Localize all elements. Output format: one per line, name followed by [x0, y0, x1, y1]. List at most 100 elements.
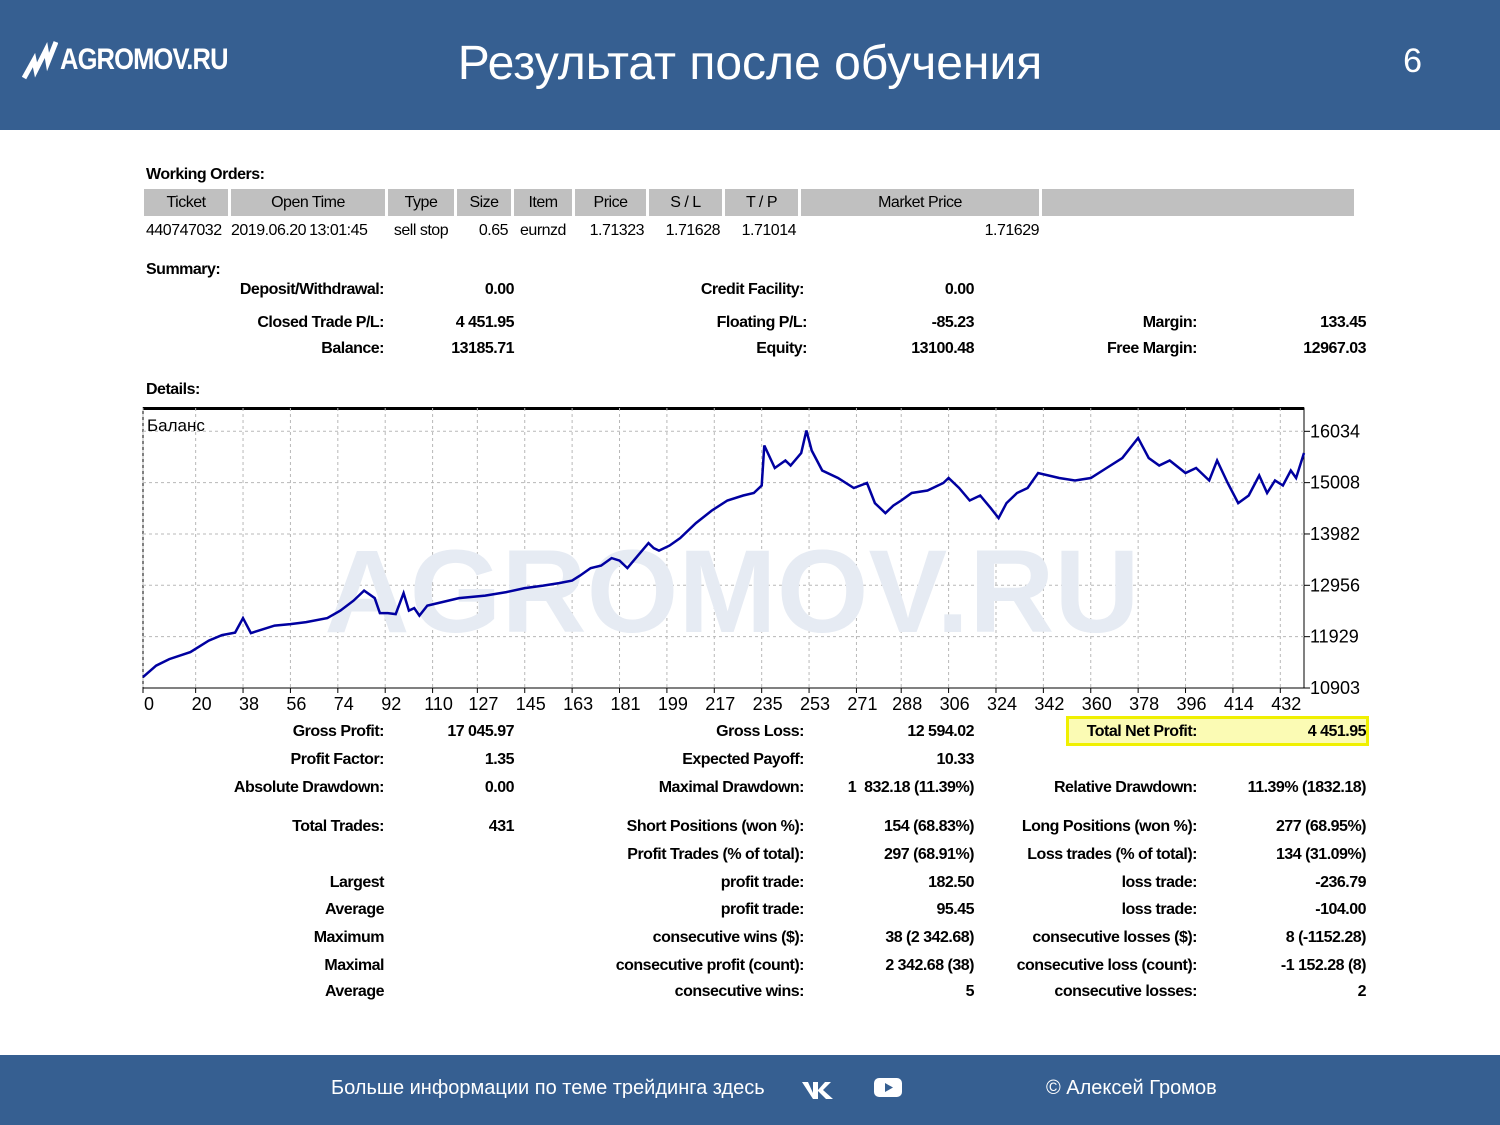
stats-right-value: -104.00 [1315, 901, 1366, 918]
loss-trades-label: Loss trades (% of total): [1027, 846, 1197, 863]
working-orders-table: Ticket Open Time Type Size Item Price S … [141, 189, 1357, 246]
chart-series-label: Баланс [147, 416, 205, 435]
col-open-time: Open Time [231, 189, 385, 216]
col-sl: S / L [649, 189, 722, 216]
stats-right-label: consecutive losses: [1054, 983, 1197, 1000]
vk-icon-svg [802, 1082, 833, 1099]
total-net-profit-label: Total Net Profit: [1086, 723, 1198, 740]
gross-loss-value: 12 594.02 [907, 723, 974, 740]
x-tick-label: 92 [381, 694, 401, 714]
x-tick-label: 432 [1271, 694, 1301, 714]
long-positions-value: 277 (68.95%) [1275, 818, 1367, 835]
stats-left-label: Largest [329, 874, 385, 891]
details-heading: Details: [146, 381, 200, 398]
stats-left-label: Maximum [313, 929, 385, 946]
y-tick-label: 12956 [1310, 575, 1360, 595]
margin-label: Margin: [1142, 314, 1198, 331]
relative-drawdown-label: Relative Drawdown: [1053, 779, 1198, 796]
gross-profit-value: 17 045.97 [447, 723, 514, 740]
stats-mid-label: profit trade: [720, 901, 805, 918]
stats-right-label: consecutive losses ($): [1032, 929, 1197, 946]
loss-trades-value: 134 (31.09%) [1275, 846, 1367, 863]
col-market-price: Market Price [801, 189, 1039, 216]
balance-value: 13185.71 [451, 340, 514, 357]
long-positions-label: Long Positions (won %): [1021, 818, 1198, 835]
equity-value: 13100.48 [911, 340, 974, 357]
cell-tp: 1.71014 [741, 222, 797, 239]
cell-ticket: 440747032 [146, 222, 222, 239]
x-tick-label: 414 [1224, 694, 1254, 714]
col-size: Size [457, 189, 511, 216]
x-tick-label: 253 [800, 694, 830, 714]
short-positions-label: Short Positions (won %): [626, 818, 805, 835]
cell-open-date: 2019.06.20 [231, 222, 307, 239]
stats-mid-label: consecutive wins: [674, 983, 805, 1000]
stats-mid-value: 95.45 [936, 901, 974, 918]
y-tick-label: 11929 [1310, 627, 1359, 647]
stats-mid-label: profit trade: [720, 874, 805, 891]
x-tick-label: 217 [705, 694, 735, 714]
y-tick-label: 15008 [1310, 473, 1360, 493]
stats-left-label: Maximal [324, 957, 384, 974]
deposit-label: Deposit/Withdrawal: [239, 281, 385, 298]
x-tick-label: 360 [1082, 694, 1112, 714]
x-tick-label: 127 [468, 694, 498, 714]
x-tick-label: 271 [847, 694, 877, 714]
x-tick-label: 396 [1177, 694, 1207, 714]
vk-icon[interactable] [801, 1079, 835, 1106]
x-tick-label: 199 [658, 694, 688, 714]
col-ticket: Ticket [144, 189, 228, 216]
logo-text: AGROMOV.RU [60, 43, 229, 76]
free-margin-label: Free Margin: [1106, 340, 1198, 357]
free-margin-value: 12967.03 [1303, 340, 1366, 357]
stats-mid-value: 38 (2 342.68) [885, 929, 974, 946]
floating-pl-label: Floating P/L: [716, 314, 808, 331]
profit-trades-label: Profit Trades (% of total): [627, 846, 804, 863]
col-tp: T / P [725, 189, 798, 216]
youtube-icon[interactable] [874, 1076, 902, 1103]
col-price: Price [575, 189, 646, 216]
x-tick-label: 38 [239, 694, 259, 714]
cell-market-price: 1.71629 [984, 222, 1040, 239]
stats-right-value: 2 [1357, 983, 1367, 1000]
y-axis-labels: 10903 11929 12956 13982 15008 16034 [1310, 421, 1360, 698]
x-tick-label: 306 [940, 694, 970, 714]
cell-open-clock: 13:01:45 [309, 222, 368, 239]
cell-open-time: 2019.06.20 13:01:45 [231, 216, 385, 246]
x-tick-label: 145 [516, 694, 546, 714]
stats-mid-value: 182.50 [928, 874, 974, 891]
total-trades-label: Total Trades: [292, 818, 384, 835]
stats-mid-label: consecutive profit (count): [615, 957, 805, 974]
table-row: 440747032 2019.06.20 13:01:45 sell stop 0… [144, 216, 1354, 246]
balance-label: Balance: [321, 340, 384, 357]
gross-profit-label: Gross Profit: [292, 723, 385, 740]
absolute-drawdown-label: Absolute Drawdown: [233, 779, 385, 796]
stats-mid-value: 5 [965, 983, 975, 1000]
equity-label: Equity: [756, 340, 807, 357]
youtube-icon-svg [874, 1078, 902, 1097]
logo[interactable]: AGROMOV.RU [22, 38, 257, 82]
x-tick-label: 163 [563, 694, 593, 714]
orders-header-row: Ticket Open Time Type Size Item Price S … [144, 189, 1354, 216]
maximal-drawdown-label: Maximal Drawdown: [658, 779, 805, 796]
floating-pl-value: -85.23 [931, 314, 975, 331]
x-tick-label: 181 [610, 694, 640, 714]
credit-label: Credit Facility: [700, 281, 805, 298]
absolute-drawdown-value: 0.00 [484, 779, 515, 796]
stats-right-value: -236.79 [1315, 874, 1366, 891]
cell-size: 0.65 [478, 222, 509, 239]
footer-info-link[interactable]: Больше информации по теме трейдинга здес… [331, 1077, 765, 1099]
stats-right-value: 8 (-1152.28) [1285, 929, 1367, 946]
gross-loss-label: Gross Loss: [716, 723, 804, 740]
expected-payoff-value: 10.33 [936, 751, 974, 768]
cell-item: eurnzd [520, 222, 566, 239]
x-tick-label: 378 [1129, 694, 1159, 714]
cell-type: sell stop [393, 222, 449, 239]
page-title: Результат после обучения [457, 37, 1043, 90]
short-positions-value: 154 (68.83%) [883, 818, 975, 835]
x-tick-label: 20 [192, 694, 212, 714]
lightning-logo-icon [22, 41, 58, 80]
expected-payoff-label: Expected Payoff: [682, 751, 804, 768]
balance-chart-svg: AGROMOV.RU Баланс 10903 11929 12956 13982 15… [142, 407, 1360, 714]
y-tick-label: 16034 [1310, 421, 1360, 441]
